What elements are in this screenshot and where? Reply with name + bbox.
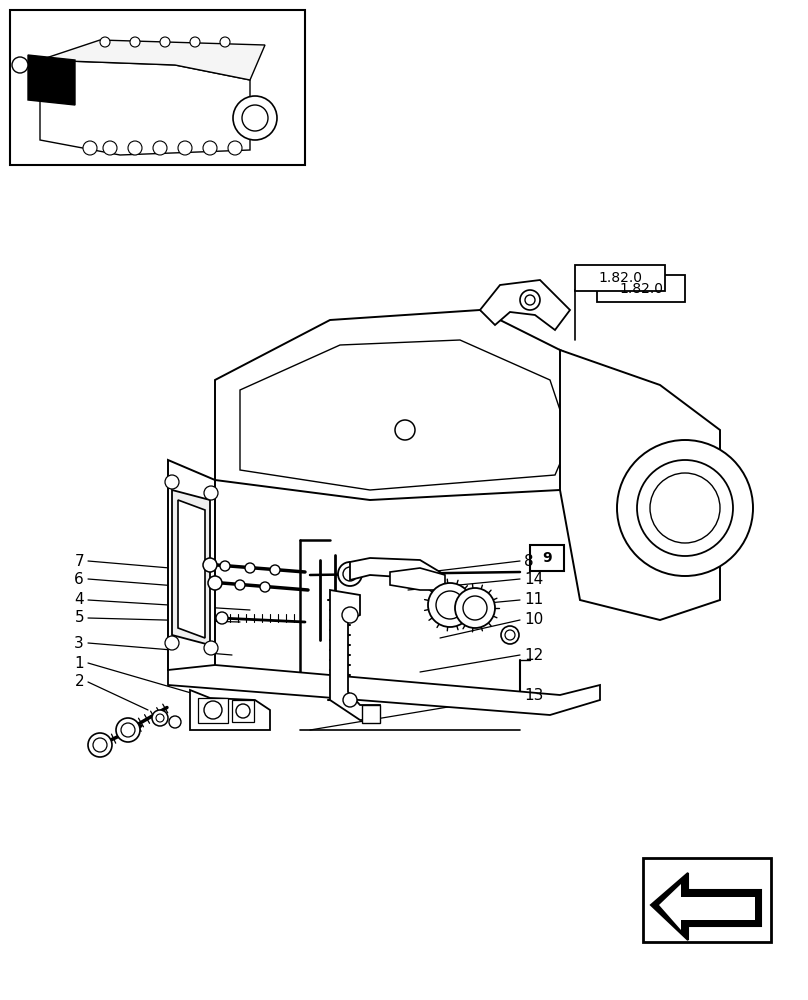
Circle shape — [160, 37, 170, 47]
Circle shape — [245, 563, 255, 573]
Polygon shape — [215, 310, 600, 500]
Bar — [198, 698, 228, 723]
Text: 10: 10 — [524, 612, 543, 628]
Text: 3: 3 — [74, 636, 84, 650]
Circle shape — [190, 37, 200, 47]
Circle shape — [338, 562, 362, 586]
Polygon shape — [651, 873, 761, 940]
Bar — [597, 275, 685, 302]
Circle shape — [203, 558, 217, 572]
Text: 1.82.0: 1.82.0 — [598, 271, 642, 285]
Circle shape — [165, 636, 179, 650]
Circle shape — [228, 141, 242, 155]
Text: 6: 6 — [74, 572, 84, 586]
Text: 13: 13 — [524, 688, 543, 702]
Circle shape — [208, 576, 222, 590]
Circle shape — [103, 141, 117, 155]
Circle shape — [343, 567, 357, 581]
Circle shape — [203, 141, 217, 155]
Circle shape — [501, 626, 519, 644]
Polygon shape — [168, 665, 600, 715]
Bar — [643, 858, 771, 942]
Bar — [362, 705, 380, 723]
Circle shape — [525, 295, 535, 305]
Text: 5: 5 — [74, 610, 84, 626]
Polygon shape — [40, 60, 250, 155]
Polygon shape — [190, 690, 270, 730]
Circle shape — [520, 290, 540, 310]
Text: 12: 12 — [524, 648, 543, 662]
Text: 8: 8 — [524, 554, 533, 568]
Circle shape — [204, 701, 222, 719]
Text: 2: 2 — [74, 674, 84, 690]
Circle shape — [12, 57, 28, 73]
Bar — [10, 10, 305, 165]
Circle shape — [100, 37, 110, 47]
Circle shape — [88, 733, 112, 757]
Polygon shape — [350, 558, 440, 585]
Circle shape — [156, 714, 164, 722]
Text: 4: 4 — [74, 592, 84, 607]
Circle shape — [153, 141, 167, 155]
Circle shape — [436, 591, 464, 619]
Text: 9: 9 — [542, 551, 552, 565]
Circle shape — [637, 460, 733, 556]
Polygon shape — [659, 884, 755, 930]
Circle shape — [130, 37, 140, 47]
Circle shape — [455, 588, 495, 628]
Circle shape — [617, 440, 753, 576]
Circle shape — [505, 630, 515, 640]
Circle shape — [342, 607, 358, 623]
Bar — [530, 545, 564, 571]
Circle shape — [220, 37, 230, 47]
Circle shape — [121, 723, 135, 737]
Bar — [232, 700, 254, 722]
Circle shape — [204, 641, 218, 655]
Circle shape — [83, 141, 97, 155]
Polygon shape — [560, 350, 720, 620]
Circle shape — [128, 141, 142, 155]
Text: 7: 7 — [74, 554, 84, 568]
Circle shape — [650, 473, 720, 543]
Circle shape — [242, 105, 268, 131]
Circle shape — [116, 718, 140, 742]
Circle shape — [235, 580, 245, 590]
Circle shape — [152, 710, 168, 726]
Text: 1.82.0: 1.82.0 — [619, 282, 663, 296]
Polygon shape — [172, 490, 210, 645]
Polygon shape — [28, 55, 75, 105]
Circle shape — [178, 141, 192, 155]
Bar — [575, 265, 665, 291]
Polygon shape — [480, 280, 570, 330]
Circle shape — [343, 693, 357, 707]
Circle shape — [428, 583, 472, 627]
Text: 14: 14 — [524, 572, 543, 586]
Circle shape — [463, 596, 487, 620]
Circle shape — [220, 561, 230, 571]
Polygon shape — [330, 590, 380, 720]
Text: 11: 11 — [524, 592, 543, 607]
Polygon shape — [178, 500, 205, 638]
Circle shape — [169, 716, 181, 728]
Polygon shape — [168, 460, 215, 685]
Text: 1: 1 — [74, 656, 84, 670]
Polygon shape — [390, 568, 445, 590]
Circle shape — [270, 565, 280, 575]
Circle shape — [233, 96, 277, 140]
Circle shape — [165, 475, 179, 489]
Circle shape — [236, 704, 250, 718]
Circle shape — [204, 486, 218, 500]
Circle shape — [260, 582, 270, 592]
Circle shape — [216, 612, 228, 624]
Circle shape — [93, 738, 107, 752]
Polygon shape — [40, 40, 265, 80]
